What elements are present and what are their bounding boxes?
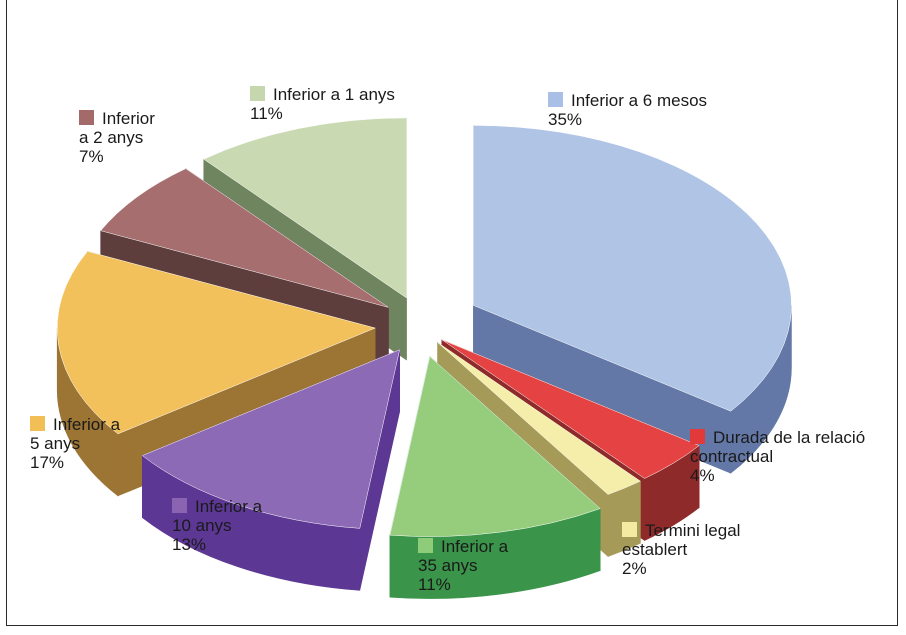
slice-value-label: 17% — [30, 453, 64, 472]
slice-category-label: Inferior a — [441, 537, 509, 556]
slice-category-label: a 2 anys — [79, 128, 143, 147]
slice-category-label: Inferior a — [53, 415, 121, 434]
slice-category-label: Inferior a 1 anys — [273, 85, 395, 104]
slice-category-label: establert — [622, 540, 687, 559]
slice-value-label: 35% — [548, 110, 582, 129]
slice-inferior-a-2-anys — [100, 168, 389, 308]
legend-marker — [172, 498, 187, 513]
pie-tops — [57, 117, 792, 537]
slice-value-label: 2% — [622, 559, 647, 578]
slice-inferior-a-10-anys — [141, 349, 400, 529]
slice-inferior-a-5-anys — [57, 251, 376, 435]
legend-marker — [418, 538, 433, 553]
legend-marker — [690, 429, 705, 444]
legend-marker — [79, 110, 94, 125]
slice-category-label: Termini legal — [645, 521, 740, 540]
slice-category-label: Inferior a 6 mesos — [571, 91, 707, 110]
slice-category-label: Durada de la relació — [713, 428, 865, 447]
slice-value-label: 11% — [418, 575, 451, 594]
slice-inferior-a-35-anys — [389, 356, 601, 537]
slice-inferior-a-6-mesos — [473, 125, 792, 412]
slice-category-label: Inferior a — [195, 497, 263, 516]
legend-marker — [250, 86, 265, 101]
slice-durada-de-la-relacio-contractual — [441, 339, 700, 479]
slice-termini-legal-establert — [437, 342, 641, 495]
slice-value-label: 7% — [79, 147, 104, 166]
slice-category-label: 5 anys — [30, 434, 80, 453]
legend-marker — [622, 522, 637, 537]
slice-category-label: contractual — [690, 447, 773, 466]
slice-category-label: 35 anys — [418, 556, 478, 575]
slice-value-label: 4% — [690, 466, 715, 485]
legend-marker — [548, 92, 563, 107]
slice-category-label: Inferior — [102, 109, 155, 128]
legend-marker — [30, 416, 45, 431]
slice-category-label: 10 anys — [172, 516, 232, 535]
slice-inferior-a-1-anys — [203, 117, 407, 299]
slice-value-label: 11% — [250, 104, 283, 123]
slice-value-label: 13% — [172, 535, 206, 554]
